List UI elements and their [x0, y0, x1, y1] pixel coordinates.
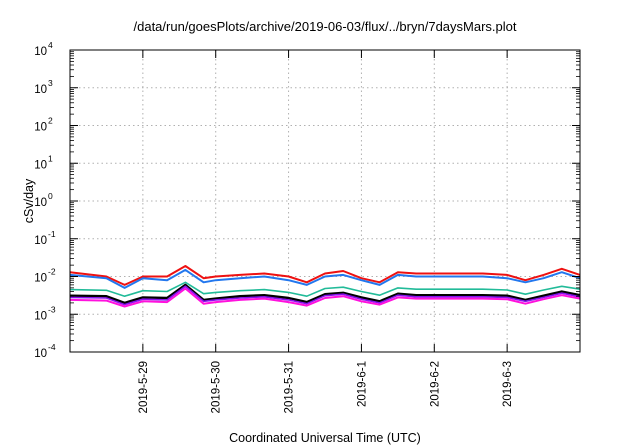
y-tick-label: 103 [34, 78, 53, 96]
x-tick-label: 2019-6-1 [356, 361, 368, 407]
y-axis-label: cSv/day [22, 178, 36, 223]
x-tick-label: 2019-6-3 [502, 361, 514, 407]
y-tick-base: 10 [34, 348, 47, 360]
y-tick-exponent: 0 [48, 191, 53, 201]
y-tick-base: 10 [34, 310, 47, 322]
y-tick-label: 102 [34, 116, 53, 134]
y-tick-label: 10-4 [34, 342, 56, 360]
y-tick-exponent: -3 [48, 304, 56, 314]
y-tick-label: 104 [34, 40, 53, 58]
y-tick-exponent: 1 [48, 153, 53, 163]
series-line-2 [69, 268, 581, 289]
x-tick-label: 2019-5-30 [211, 361, 223, 413]
series-line-6 [69, 287, 581, 308]
series-line-5 [69, 285, 581, 306]
y-tick-label: 10-3 [34, 304, 56, 322]
chart-title: /data/run/goesPlots/archive/2019-06-03/f… [134, 19, 517, 34]
y-tick-exponent: 4 [48, 40, 53, 50]
y-tick-base: 10 [34, 273, 47, 285]
series-line-3 [69, 281, 581, 298]
y-tick-base: 10 [34, 235, 47, 247]
x-ticks: 2019-5-29 2019-5-30 2019-5-31 2019-6-1 2019-… [138, 50, 514, 413]
y-tick-base: 10 [34, 122, 47, 134]
y-tick-base: 10 [34, 197, 47, 209]
y-tick-label: 100 [34, 191, 53, 209]
y-tick-exponent: -2 [48, 267, 56, 277]
y-tick-label: 10-1 [34, 229, 56, 247]
y-tick-base: 10 [34, 84, 47, 96]
x-axis-label: Coordinated Universal Time (UTC) [229, 431, 421, 445]
x-tick-label: 2019-6-2 [429, 361, 441, 407]
y-tick-base: 10 [34, 159, 47, 171]
y-tick-exponent: -4 [48, 342, 56, 352]
y-tick-exponent: 2 [48, 116, 53, 126]
y-tick-exponent: 3 [48, 78, 53, 88]
x-tick-label: 2019-5-29 [138, 361, 150, 413]
x-tick-label: 2019-5-31 [284, 361, 296, 413]
y-tick-label: 101 [34, 153, 53, 171]
y-tick-exponent: -1 [48, 229, 56, 239]
y-tick-label: 10-2 [34, 267, 56, 285]
series-line-4 [69, 283, 581, 305]
series-lines [69, 265, 581, 308]
y-tick-base: 10 [34, 46, 47, 58]
grid [70, 50, 580, 352]
series-line-1 [69, 265, 581, 286]
